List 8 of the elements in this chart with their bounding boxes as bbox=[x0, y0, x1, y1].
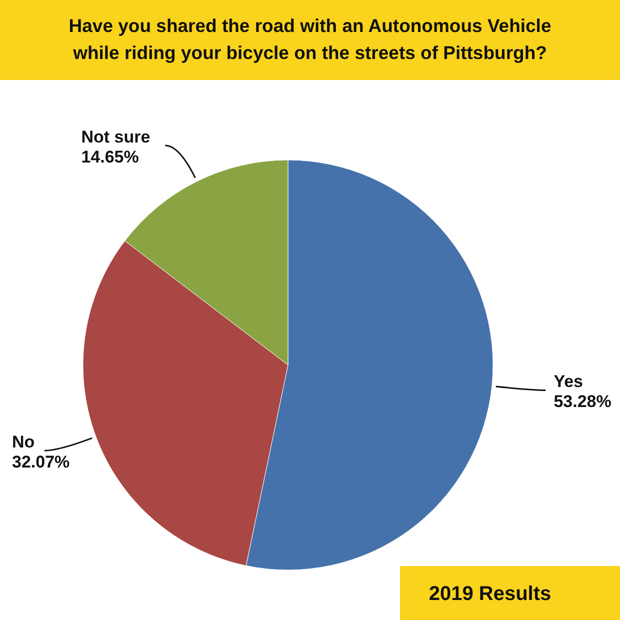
chart-title: Have you shared the road with an Autonomous Vehicle while riding your bicycle on the streets of Pittsburgh? bbox=[68, 15, 552, 63]
slice-label: Yes bbox=[554, 372, 584, 392]
slice-label: Not sure bbox=[81, 127, 150, 146]
slice-label: No bbox=[12, 432, 35, 452]
data-label: 32.07% bbox=[12, 452, 70, 472]
data-label: 53.28% bbox=[554, 392, 612, 412]
data-label: 14.65% bbox=[81, 147, 139, 166]
text: 2019 Results bbox=[428, 583, 552, 605]
